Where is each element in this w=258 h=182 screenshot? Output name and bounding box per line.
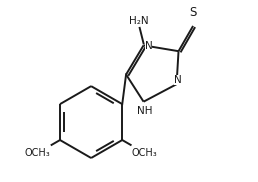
Text: N: N <box>174 75 181 85</box>
Text: OCH₃: OCH₃ <box>132 148 157 158</box>
Text: S: S <box>189 6 197 19</box>
Text: H₂N: H₂N <box>129 16 149 26</box>
Text: OCH₃: OCH₃ <box>25 148 51 158</box>
Text: N: N <box>144 41 152 51</box>
Text: NH: NH <box>137 106 152 116</box>
